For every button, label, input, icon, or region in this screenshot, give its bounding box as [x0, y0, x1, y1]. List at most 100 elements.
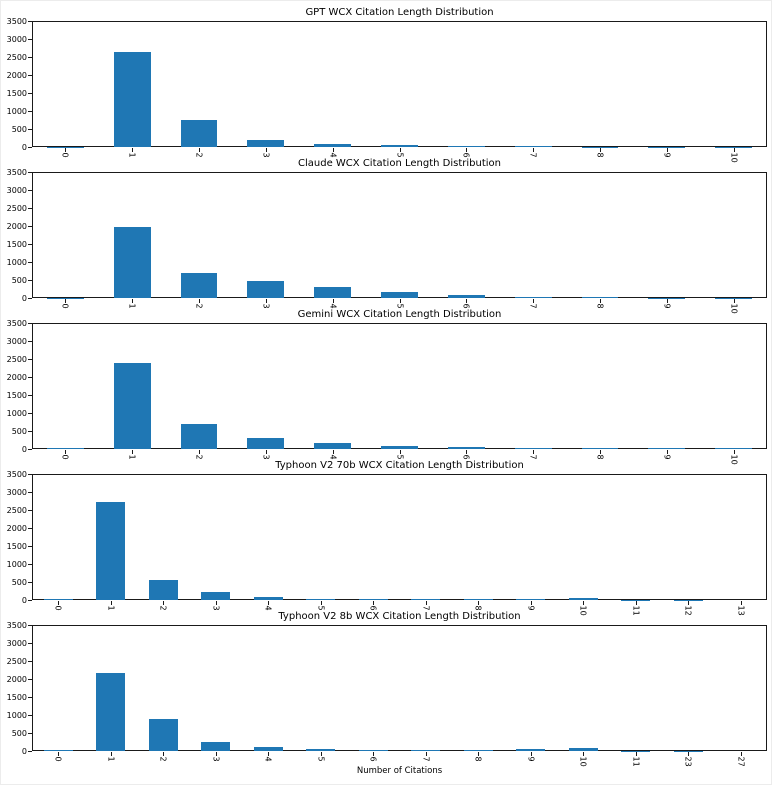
y-tick-mark — [28, 280, 32, 281]
y-tick-mark — [28, 492, 32, 493]
plot-area-claude — [32, 172, 767, 298]
y-tick-mark — [28, 244, 32, 245]
x-tick-mark — [215, 752, 217, 756]
y-tick-label: 3500 — [6, 318, 27, 328]
bar-typhoon-v2-70b-x6 — [358, 599, 388, 600]
chart-title-gemini: Gemini WCX Citation Length Distribution — [297, 309, 502, 320]
bar-typhoon-v2-8b-x3 — [201, 742, 231, 751]
y-tick-mark — [28, 715, 32, 716]
y-tick-mark — [28, 679, 32, 680]
x-tick-mark — [110, 601, 112, 605]
x-tick-mark — [132, 299, 134, 303]
y-tick-label: 500 — [11, 275, 27, 285]
x-tick-mark — [58, 601, 60, 605]
x-tick-mark — [332, 450, 334, 454]
x-tick-mark — [399, 148, 401, 152]
bar-typhoon-v2-8b-x2 — [148, 718, 178, 751]
bar-gemini-x3 — [247, 438, 285, 449]
x-tick-mark — [425, 752, 427, 756]
y-tick-mark — [28, 57, 32, 58]
y-tick-mark — [28, 600, 32, 601]
x-tick-mark — [533, 148, 535, 152]
x-tick-mark — [740, 752, 742, 756]
y-tick-mark — [28, 564, 32, 565]
bar-claude-x6 — [447, 295, 485, 298]
x-tick-mark — [65, 148, 67, 152]
x-tick-mark — [533, 450, 535, 454]
chart-title-typhoon-v2-70b: Typhoon V2 70b WCX Citation Length Distr… — [275, 460, 524, 471]
plot-area-typhoon-v2-70b — [32, 474, 767, 600]
y-tick-mark — [28, 93, 32, 94]
bar-typhoon-v2-70b-x8 — [463, 599, 493, 600]
y-tick-label: 2500 — [6, 203, 27, 213]
y-tick-mark — [28, 546, 32, 547]
x-tick-mark — [132, 148, 134, 152]
y-tick-mark — [28, 751, 32, 752]
y-tick-mark — [28, 208, 32, 209]
y-tick-mark — [28, 643, 32, 644]
bar-claude-x8 — [581, 296, 619, 298]
y-tick-label: 1500 — [6, 239, 27, 249]
bar-typhoon-v2-70b-x2 — [148, 580, 178, 600]
bar-typhoon-v2-70b-x9 — [516, 599, 546, 600]
x-tick-mark — [533, 299, 535, 303]
y-tick-label: 2000 — [6, 523, 27, 533]
y-tick-label: 2500 — [6, 354, 27, 364]
plot-area-gemini — [32, 323, 767, 449]
x-tick-mark — [265, 450, 267, 454]
bar-gpt-x6 — [447, 146, 485, 147]
x-tick-mark — [110, 752, 112, 756]
x-tick-mark — [425, 601, 427, 605]
y-tick-mark — [28, 413, 32, 414]
x-tick-mark — [733, 148, 735, 152]
x-tick-mark — [599, 148, 601, 152]
x-tick-mark — [466, 450, 468, 454]
y-tick-mark — [28, 21, 32, 22]
y-tick-mark — [28, 661, 32, 662]
x-tick-mark — [199, 450, 201, 454]
y-tick-label: 3000 — [6, 638, 27, 648]
y-tick-label: 2500 — [6, 505, 27, 515]
bar-gemini-x2 — [180, 423, 218, 449]
x-tick-mark — [265, 299, 267, 303]
chart-title-typhoon-v2-8b: Typhoon V2 8b WCX Citation Length Distri… — [278, 611, 521, 622]
bar-gemini-x7 — [514, 448, 552, 449]
y-tick-label: 2500 — [6, 52, 27, 62]
x-tick-mark — [163, 601, 165, 605]
y-tick-label: 2000 — [6, 221, 27, 231]
y-tick-label: 500 — [11, 577, 27, 587]
y-tick-mark — [28, 298, 32, 299]
bar-claude-x3 — [247, 281, 285, 298]
y-tick-mark — [28, 190, 32, 191]
y-tick-label: 1000 — [6, 710, 27, 720]
bar-typhoon-v2-70b-x1 — [96, 502, 126, 600]
y-tick-mark — [28, 226, 32, 227]
x-tick-mark — [635, 752, 637, 756]
x-tick-mark — [399, 450, 401, 454]
bar-typhoon-v2-8b-x5 — [306, 749, 336, 751]
y-tick-mark — [28, 431, 32, 432]
bar-claude-x7 — [514, 296, 552, 298]
y-tick-mark — [28, 582, 32, 583]
y-tick-label: 500 — [11, 124, 27, 134]
x-tick-mark — [268, 601, 270, 605]
y-tick-mark — [28, 528, 32, 529]
x-tick-mark — [199, 299, 201, 303]
bar-typhoon-v2-70b-x4 — [253, 597, 283, 600]
x-tick-mark — [332, 148, 334, 152]
x-tick-mark — [666, 299, 668, 303]
x-tick-mark — [599, 299, 601, 303]
y-tick-label: 3000 — [6, 34, 27, 44]
y-tick-label: 1000 — [6, 106, 27, 116]
bar-typhoon-v2-70b-x10 — [568, 598, 598, 600]
bar-typhoon-v2-8b-x10 — [568, 747, 598, 751]
y-tick-label: 500 — [11, 426, 27, 436]
y-tick-mark — [28, 39, 32, 40]
x-tick-mark — [163, 752, 165, 756]
y-tick-mark — [28, 359, 32, 360]
y-tick-label: 3500 — [6, 16, 27, 26]
y-tick-mark — [28, 147, 32, 148]
y-tick-mark — [28, 449, 32, 450]
bar-typhoon-v2-70b-x0 — [43, 598, 73, 600]
y-tick-label: 0 — [21, 444, 27, 454]
